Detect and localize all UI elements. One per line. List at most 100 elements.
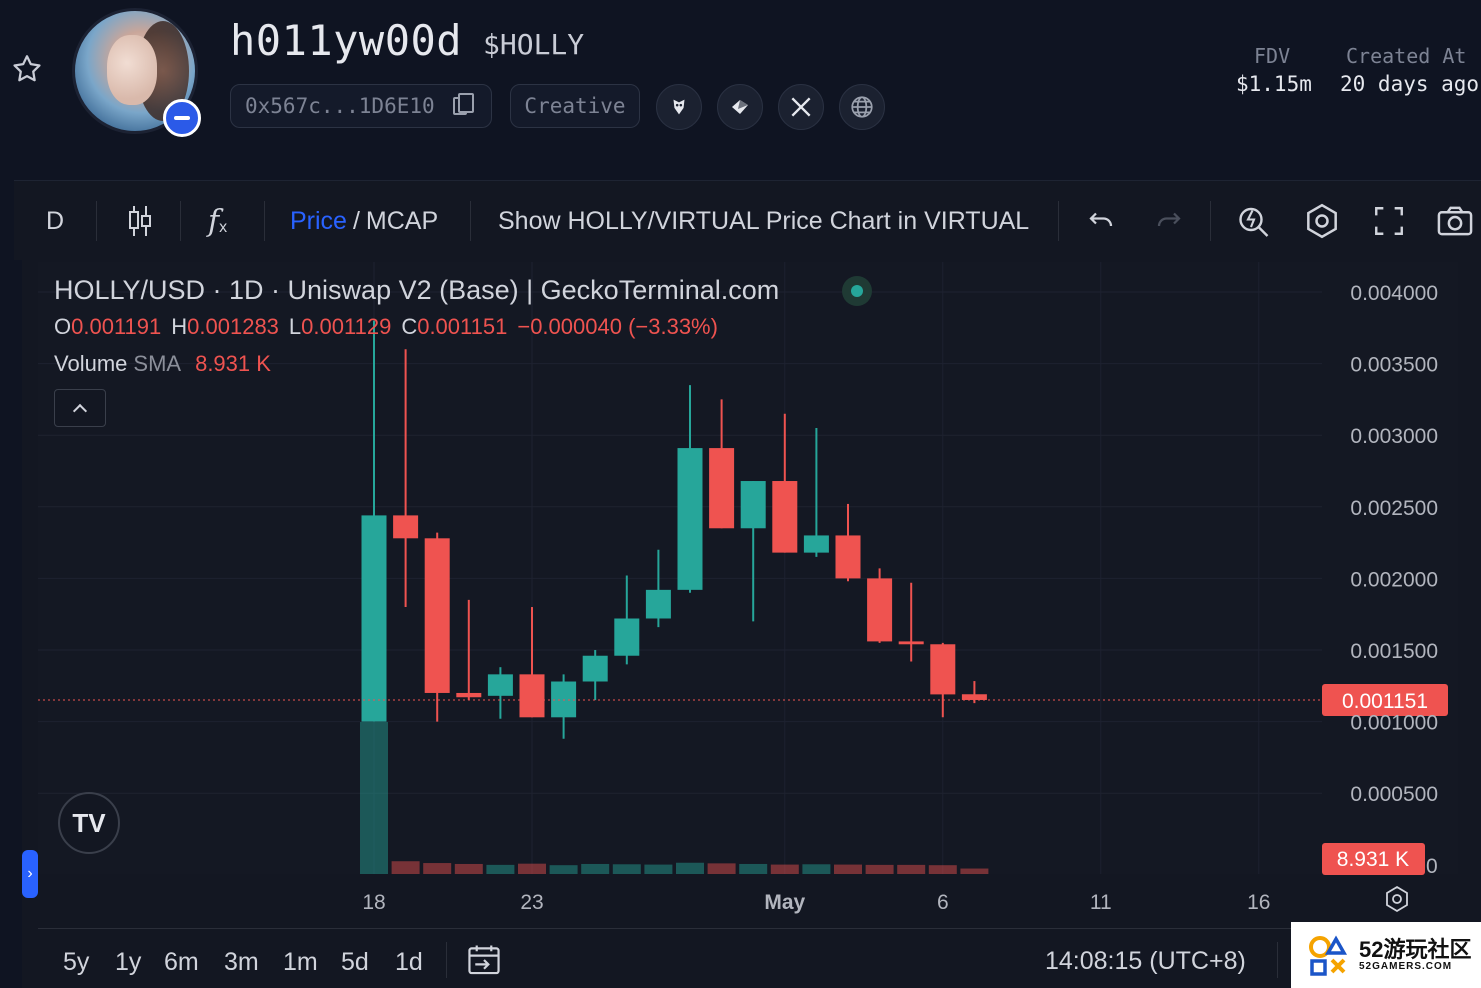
candle-body — [551, 681, 577, 718]
candle — [709, 399, 735, 529]
time-axis: 18 23 May 6 11 16 — [362, 885, 1408, 914]
candle — [393, 349, 419, 608]
price-mcap-toggle[interactable]: Price / MCAP — [290, 206, 439, 235]
bottom-toolbar — [38, 928, 1481, 988]
chart-grid — [38, 262, 1322, 874]
virtuals-icon[interactable] — [717, 84, 763, 130]
candle-body — [582, 655, 608, 682]
x-icon[interactable] — [778, 84, 824, 130]
price-tick-label: 0.002500 — [1350, 497, 1438, 520]
candle-body — [961, 694, 987, 700]
range-1m[interactable]: 1m — [283, 948, 318, 976]
market-status-icon — [842, 276, 872, 306]
volume-zero-tick: 0 — [1426, 855, 1438, 878]
interval-button[interactable]: D — [46, 206, 65, 235]
volume-bar — [834, 864, 862, 874]
volume-bar — [928, 865, 957, 874]
candle-body — [835, 535, 861, 579]
undo-icon[interactable] — [1086, 201, 1116, 241]
settings-icon[interactable] — [1302, 201, 1342, 241]
time-tick-label: 16 — [1247, 891, 1270, 914]
volume-bar — [391, 861, 420, 874]
candle — [961, 681, 987, 704]
volume-bar — [549, 865, 578, 874]
range-5y[interactable]: 5y — [63, 948, 90, 976]
candle-body — [740, 481, 766, 529]
tradingview-logo-icon[interactable]: TV — [58, 792, 120, 854]
copy-icon[interactable] — [452, 93, 474, 115]
price-tick-label: 0.003500 — [1350, 354, 1438, 377]
price-tick-label: 0.000500 — [1350, 783, 1438, 806]
volume-bar — [454, 863, 483, 874]
range-1y[interactable]: 1y — [115, 948, 142, 976]
candle-body — [424, 538, 450, 693]
price-axis: 0.004000 0.003500 0.003000 0.002500 0.002000… — [1350, 282, 1438, 806]
camera-icon[interactable] — [1436, 201, 1474, 241]
volume-tag — [1322, 843, 1425, 875]
candle-body — [772, 481, 798, 553]
range-3m[interactable]: 3m — [224, 948, 259, 976]
candle — [645, 549, 671, 628]
candle-body — [487, 674, 513, 696]
volume-bar — [865, 864, 894, 874]
time-tick-label: 23 — [520, 891, 543, 914]
chart-clock[interactable]: 14:08:15 (UTC+8) — [1045, 947, 1246, 975]
candle — [456, 599, 482, 701]
mcap-toggle[interactable]: MCAP — [365, 206, 439, 235]
volume-bar — [739, 863, 768, 874]
current-price-line: 0.001151 8.931 K 0 — [38, 683, 1448, 878]
fullscreen-icon[interactable] — [1372, 201, 1406, 241]
gecko-icon[interactable] — [656, 84, 702, 130]
star-icon[interactable] — [10, 52, 44, 86]
range-6m[interactable]: 6m — [164, 948, 199, 976]
candle-body — [803, 535, 829, 553]
calendar-icon[interactable] — [466, 944, 502, 976]
globe-icon[interactable] — [839, 84, 885, 130]
redo-icon[interactable] — [1154, 201, 1184, 241]
volume-bar — [676, 862, 704, 874]
contract-address: 0x567c...1D6E10 — [245, 94, 435, 118]
volume-bar — [802, 864, 831, 874]
expand-panel-handle[interactable]: › — [22, 850, 38, 898]
fdv-value: $1.15m — [1236, 72, 1312, 96]
current-price-label: 0.001151 — [1342, 690, 1428, 713]
range-5d[interactable]: 5d — [341, 948, 369, 976]
candle-series — [361, 320, 987, 739]
category-pill[interactable]: Creative — [510, 84, 640, 128]
volume-series — [360, 722, 989, 874]
show-virtual-chart-button[interactable]: Show HOLLY/VIRTUAL Price Chart in VIRTUA… — [498, 206, 1030, 235]
candle — [803, 428, 829, 557]
candle-body — [614, 618, 640, 656]
low-value: 0.001129 — [301, 314, 392, 339]
quick-search-icon[interactable] — [1236, 201, 1272, 241]
candle — [867, 568, 893, 643]
candle — [772, 413, 798, 553]
candle-body — [677, 448, 703, 590]
volume-bar — [423, 863, 452, 874]
contract-address-pill[interactable]: 0x567c...1D6E10 — [230, 84, 492, 128]
collapse-legend-button[interactable] — [54, 389, 106, 427]
price-toggle[interactable]: Price — [290, 206, 347, 235]
created-value: 20 days ago — [1340, 72, 1480, 96]
high-value: 0.001283 — [187, 314, 279, 339]
created-label: Created At — [1346, 44, 1467, 68]
candle-body — [645, 589, 671, 619]
token-name: h011yw00d — [230, 16, 463, 65]
candle — [930, 642, 956, 718]
volume-bar — [644, 864, 673, 874]
category-label: Creative — [524, 94, 626, 118]
chain-badge-icon — [163, 99, 201, 137]
candle-type-icon[interactable] — [126, 201, 154, 241]
candle-body — [898, 641, 924, 645]
volume-sma-value: 8.931 K — [195, 351, 271, 376]
candle — [519, 607, 545, 718]
range-1d[interactable]: 1d — [395, 948, 423, 976]
volume-bar — [518, 863, 546, 874]
close-value: 0.001151 — [417, 314, 508, 339]
token-symbol: $HOLLY — [483, 28, 585, 61]
token-header: h011yw00d $HOLLY 0x567c...1D6E10 Creativ… — [0, 0, 1481, 175]
fdv-label: FDV — [1254, 44, 1291, 68]
